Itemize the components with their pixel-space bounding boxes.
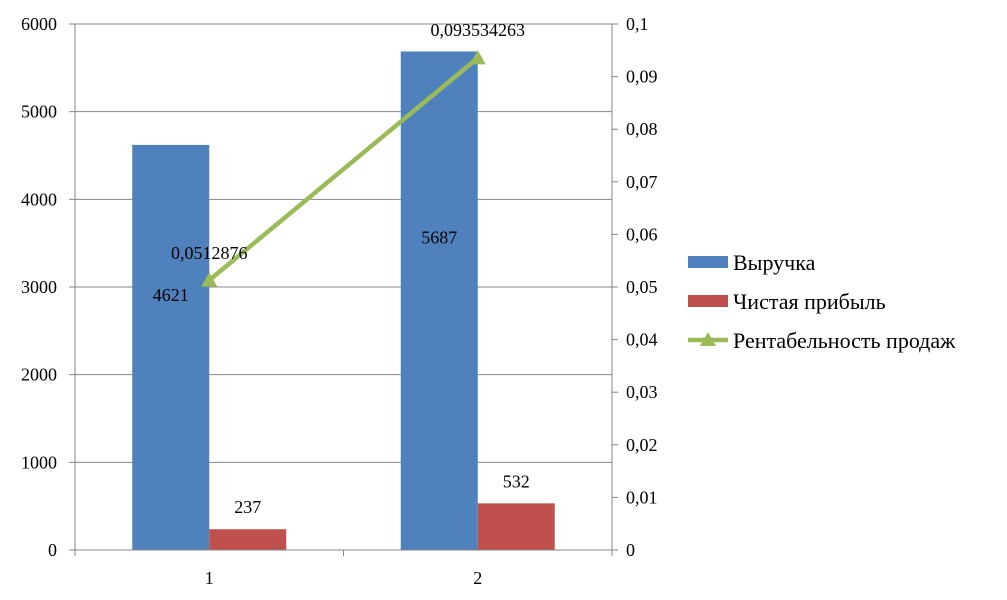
y-left-tick-label: 3000 bbox=[21, 277, 57, 297]
bar-2-1 bbox=[209, 529, 287, 550]
y-right-tick-label: 0,08 bbox=[626, 119, 658, 139]
y-right-tick-label: 0,05 bbox=[626, 277, 658, 297]
bar-1-1 bbox=[132, 144, 210, 550]
data-label: 4621 bbox=[153, 285, 189, 305]
legend-label: Рентабельность продаж bbox=[733, 328, 956, 353]
y-right-tick-label: 0,07 bbox=[626, 172, 658, 192]
data-label: 5687 bbox=[421, 227, 457, 247]
legend-label: Выручка bbox=[733, 250, 816, 275]
legend-label: Чистая прибыль bbox=[733, 289, 886, 314]
y-left-tick-label: 0 bbox=[48, 540, 57, 560]
y-right-tick-label: 0,09 bbox=[626, 67, 658, 87]
line-data-label: 0,093534263 bbox=[431, 20, 526, 40]
data-labels: 4621 237 5687 532 0,0512876 0,093534263 bbox=[153, 20, 530, 517]
bar-2-2 bbox=[477, 503, 555, 550]
bars bbox=[132, 51, 555, 550]
y-left-tick-label: 2000 bbox=[21, 365, 57, 385]
y-right-tick-label: 0,01 bbox=[626, 487, 658, 507]
legend-marker bbox=[700, 332, 716, 346]
y-right-tick-label: 0,02 bbox=[626, 435, 658, 455]
data-label: 237 bbox=[234, 497, 261, 517]
line-data-label: 0,0512876 bbox=[171, 243, 248, 263]
y-right-tick-label: 0 bbox=[626, 540, 635, 560]
x-tick-label: 2 bbox=[473, 568, 482, 588]
legend: Выручка Чистая прибыль Рентабельность прод… bbox=[688, 250, 956, 353]
y-right-tick-label: 0,06 bbox=[626, 224, 658, 244]
y-left-tick-label: 6000 bbox=[21, 14, 57, 34]
line-marker bbox=[469, 50, 486, 65]
y-left-tick-label: 5000 bbox=[21, 102, 57, 122]
line-series bbox=[201, 50, 486, 287]
y-left-tick-label: 1000 bbox=[21, 452, 57, 472]
y-right-tick-label: 0,1 bbox=[626, 14, 649, 34]
axes: 0 1000 2000 3000 4000 5000 6000 0 0,01 0,02 0,03 0,… bbox=[21, 14, 658, 588]
line-marker bbox=[201, 272, 218, 287]
line-series-path bbox=[207, 56, 480, 282]
legend-swatch bbox=[688, 256, 728, 268]
y-left-tick-label: 4000 bbox=[21, 189, 57, 209]
x-tick-label: 1 bbox=[205, 568, 214, 588]
bar-1-2 bbox=[400, 51, 478, 550]
legend-swatch bbox=[688, 295, 728, 307]
y-right-tick-label: 0,03 bbox=[626, 382, 658, 402]
data-label: 532 bbox=[503, 471, 530, 491]
y-right-tick-label: 0,04 bbox=[626, 330, 658, 350]
